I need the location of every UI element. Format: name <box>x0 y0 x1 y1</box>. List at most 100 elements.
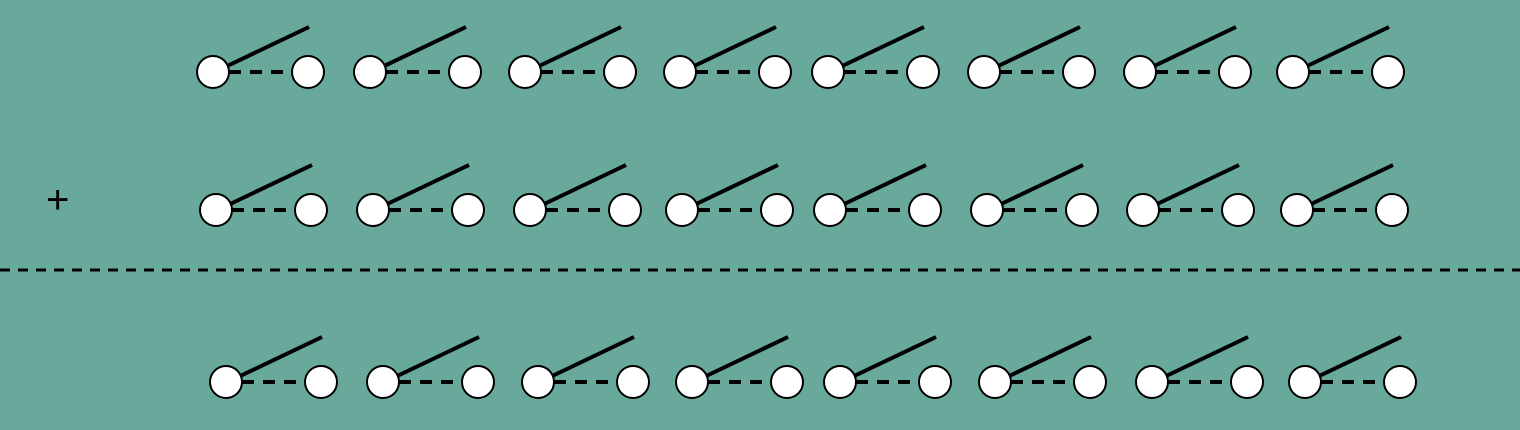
switch-terminal-right <box>461 365 495 399</box>
open-switch <box>1280 163 1409 227</box>
open-switch <box>513 163 642 227</box>
switch-blade <box>379 25 467 70</box>
switch-terminal-left <box>366 365 400 399</box>
switch-terminal-right <box>451 193 485 227</box>
open-switch <box>199 163 328 227</box>
switch-terminal-left <box>811 55 845 89</box>
switch-terminal-left <box>1280 193 1314 227</box>
switch-row-sum <box>209 335 1417 399</box>
switch-terminal-left <box>1288 365 1322 399</box>
switch-blade <box>996 163 1084 208</box>
switch-terminal-left <box>967 55 1001 89</box>
switch-terminal-right <box>1383 365 1417 399</box>
open-switch <box>366 335 495 399</box>
switch-terminal-right <box>1230 365 1264 399</box>
switch-terminal-right <box>1218 55 1252 89</box>
switch-terminal-left <box>356 193 390 227</box>
open-switch <box>967 25 1096 89</box>
switch-blade <box>849 335 937 380</box>
open-switch <box>823 335 952 399</box>
open-switch <box>665 163 794 227</box>
switch-terminal-right <box>1073 365 1107 399</box>
switch-row-addend-2 <box>199 163 1409 227</box>
open-switch <box>813 163 942 227</box>
open-switch <box>356 163 485 227</box>
switch-blade <box>1004 335 1092 380</box>
switch-terminal-left <box>823 365 857 399</box>
open-switch <box>978 335 1107 399</box>
switch-terminal-right <box>294 193 328 227</box>
switch-terminal-right <box>758 55 792 89</box>
switch-blade <box>534 25 622 70</box>
switch-blade <box>235 335 323 380</box>
open-switch <box>970 163 1099 227</box>
switch-terminal-left <box>209 365 243 399</box>
switch-terminal-right <box>608 193 642 227</box>
switch-terminal-left <box>665 193 699 227</box>
switch-terminal-right <box>908 193 942 227</box>
switch-blade <box>839 163 927 208</box>
switch-terminal-left <box>1126 193 1160 227</box>
switch-blade <box>1152 163 1240 208</box>
switch-blade <box>392 335 480 380</box>
switch-blade <box>993 25 1081 70</box>
switch-blade <box>1306 163 1394 208</box>
switch-terminal-right <box>448 55 482 89</box>
open-switch <box>1276 25 1405 89</box>
switch-terminal-right <box>616 365 650 399</box>
switch-terminal-right <box>760 193 794 227</box>
open-switch <box>675 335 804 399</box>
switch-terminal-left <box>1135 365 1169 399</box>
switch-blade <box>837 25 925 70</box>
open-switch <box>663 25 792 89</box>
switch-blade <box>691 163 779 208</box>
switch-blade <box>689 25 777 70</box>
switch-terminal-left <box>970 193 1004 227</box>
open-switch <box>811 25 940 89</box>
switch-terminal-right <box>906 55 940 89</box>
switch-terminal-right <box>1375 193 1409 227</box>
switch-terminal-right <box>304 365 338 399</box>
switch-terminal-left <box>199 193 233 227</box>
switch-terminal-left <box>675 365 709 399</box>
switch-blade <box>547 335 635 380</box>
switch-blade <box>382 163 470 208</box>
switch-terminal-left <box>1276 55 1310 89</box>
switch-terminal-right <box>1065 193 1099 227</box>
switch-terminal-left <box>508 55 542 89</box>
plus-operator: + <box>46 178 70 222</box>
switch-terminal-right <box>603 55 637 89</box>
switch-terminal-left <box>663 55 697 89</box>
open-switch <box>1288 335 1417 399</box>
open-switch <box>1123 25 1252 89</box>
switch-row-addend-1 <box>196 25 1405 89</box>
open-switch <box>521 335 650 399</box>
switch-terminal-left <box>813 193 847 227</box>
switch-terminal-left <box>1123 55 1157 89</box>
open-switch <box>209 335 338 399</box>
switch-terminal-left <box>521 365 555 399</box>
switch-blade <box>701 335 789 380</box>
switch-terminal-left <box>978 365 1012 399</box>
switch-blade <box>1302 25 1390 70</box>
switch-terminal-right <box>1371 55 1405 89</box>
switch-terminal-left <box>353 55 387 89</box>
switch-terminal-right <box>918 365 952 399</box>
switch-blade <box>1161 335 1249 380</box>
switch-blade <box>1149 25 1237 70</box>
open-switch <box>353 25 482 89</box>
switch-blade <box>225 163 313 208</box>
switch-terminal-left <box>196 55 230 89</box>
switch-blade <box>222 25 310 70</box>
switch-terminal-right <box>291 55 325 89</box>
switch-blade <box>539 163 627 208</box>
open-switch <box>1135 335 1264 399</box>
switch-terminal-right <box>770 365 804 399</box>
open-switch <box>508 25 637 89</box>
open-switch <box>1126 163 1255 227</box>
switch-terminal-left <box>513 193 547 227</box>
switch-terminal-right <box>1062 55 1096 89</box>
open-switch <box>196 25 325 89</box>
